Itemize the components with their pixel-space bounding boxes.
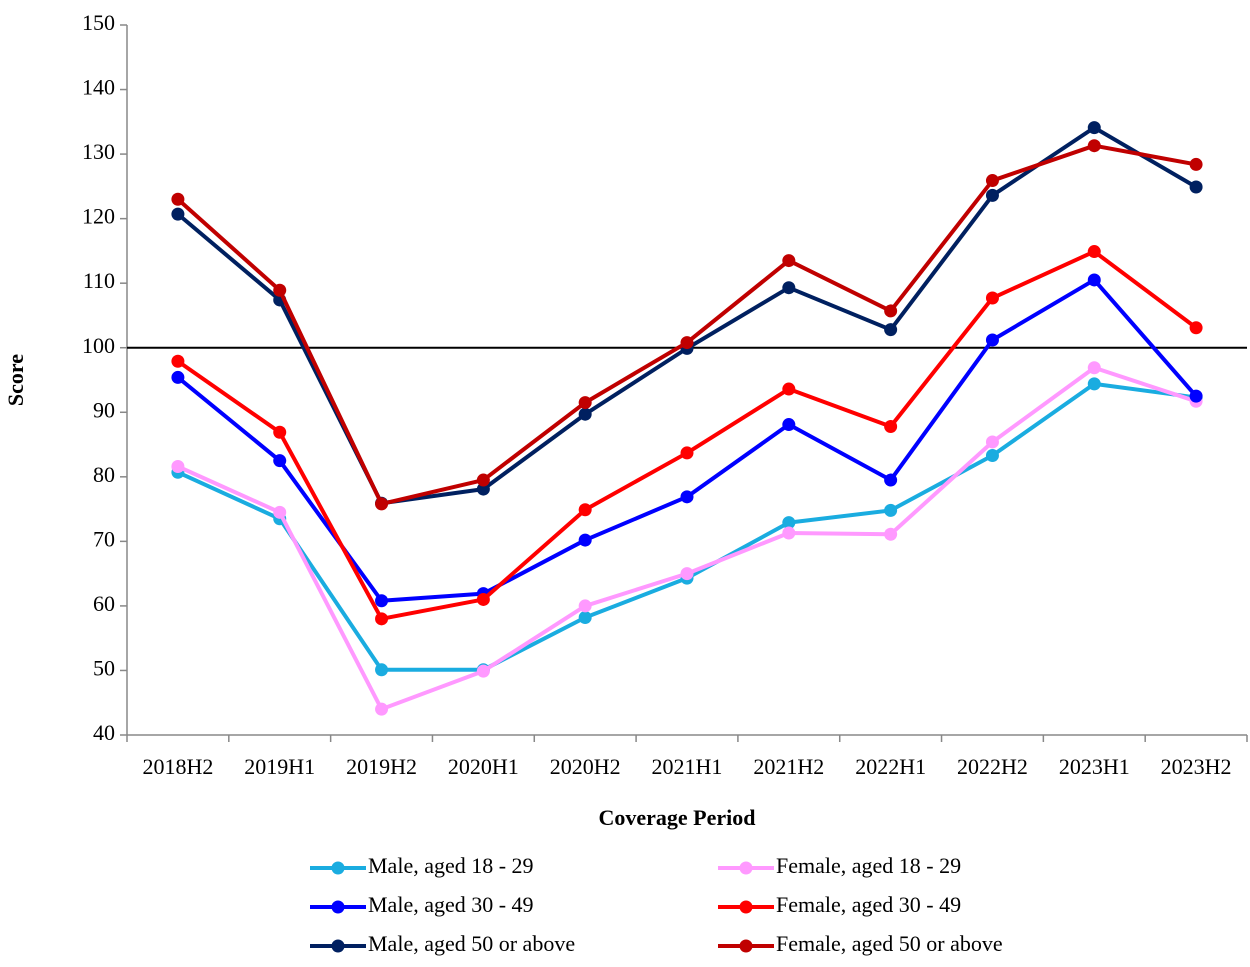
data-point <box>171 192 185 206</box>
x-tick-label: 2021H1 <box>652 754 723 779</box>
x-axis-title: Coverage Period <box>599 805 756 830</box>
y-tick-label: 60 <box>93 591 115 616</box>
data-point <box>375 594 389 608</box>
data-point <box>171 370 185 384</box>
data-point <box>578 503 592 517</box>
legend-label: Female, aged 18 - 29 <box>776 853 961 878</box>
data-point <box>680 567 694 581</box>
data-point <box>1087 361 1101 375</box>
data-point <box>782 418 796 432</box>
data-point <box>171 354 185 368</box>
y-tick-label: 140 <box>82 75 115 100</box>
data-point <box>578 533 592 547</box>
x-tick-label: 2020H2 <box>550 754 621 779</box>
data-point <box>375 663 389 677</box>
data-point <box>1087 273 1101 287</box>
x-tick-label: 2022H2 <box>957 754 1028 779</box>
data-point <box>1189 321 1203 335</box>
data-point <box>884 527 898 541</box>
data-point <box>985 291 999 305</box>
data-point <box>985 188 999 202</box>
legend-marker <box>331 939 345 953</box>
data-point <box>476 482 490 496</box>
series-line <box>176 249 1198 621</box>
data-point <box>273 454 287 468</box>
data-point <box>171 207 185 221</box>
x-tick-label: 2019H1 <box>244 754 315 779</box>
data-point <box>375 702 389 716</box>
data-point <box>578 599 592 613</box>
legend-marker <box>331 900 345 914</box>
data-point <box>476 473 490 487</box>
data-point <box>884 473 898 487</box>
data-point <box>375 497 389 511</box>
legend-marker <box>739 900 753 914</box>
x-tick-label: 2019H2 <box>346 754 417 779</box>
data-point <box>1189 180 1203 194</box>
legend-label: Male, aged 30 - 49 <box>368 892 534 917</box>
x-tick-label: 2021H2 <box>753 754 824 779</box>
data-point <box>1087 139 1101 153</box>
data-point <box>782 516 796 530</box>
y-tick-label: 50 <box>93 656 115 681</box>
y-tick-label: 90 <box>93 397 115 422</box>
y-axis-title: Score <box>3 354 28 406</box>
data-point <box>680 336 694 350</box>
data-point <box>578 396 592 410</box>
data-point <box>782 281 796 295</box>
y-tick-label: 80 <box>93 462 115 487</box>
legend-marker <box>739 861 753 875</box>
data-point <box>273 283 287 297</box>
data-point <box>985 435 999 449</box>
data-point <box>680 446 694 460</box>
legend-marker <box>739 939 753 953</box>
data-point <box>985 449 999 463</box>
data-point <box>884 323 898 337</box>
x-tick-label: 2022H1 <box>855 754 926 779</box>
data-point <box>1189 389 1203 403</box>
legend-label: Male, aged 50 or above <box>368 931 575 956</box>
data-point <box>884 503 898 517</box>
data-point <box>1087 245 1101 259</box>
data-point <box>171 459 185 473</box>
series-line <box>176 277 1198 603</box>
data-point <box>273 425 287 439</box>
y-tick-label: 130 <box>82 139 115 164</box>
data-point <box>1189 157 1203 171</box>
data-point <box>782 382 796 396</box>
x-tick-label: 2018H2 <box>142 754 213 779</box>
y-tick-label: 100 <box>82 333 115 358</box>
x-tick-label: 2023H1 <box>1059 754 1130 779</box>
legend-marker <box>331 861 345 875</box>
data-point <box>578 611 592 625</box>
y-tick-label: 150 <box>82 10 115 35</box>
data-point <box>375 612 389 626</box>
x-tick-label: 2023H2 <box>1161 754 1232 779</box>
data-point <box>1087 377 1101 391</box>
data-point <box>782 526 796 540</box>
y-tick-label: 40 <box>93 720 115 745</box>
data-point <box>985 174 999 188</box>
y-tick-label: 120 <box>82 204 115 229</box>
data-point <box>273 505 287 519</box>
legend-label: Female, aged 30 - 49 <box>776 892 961 917</box>
data-point <box>884 304 898 318</box>
legend-label: Female, aged 50 or above <box>776 931 1003 956</box>
data-point <box>782 254 796 268</box>
data-point <box>985 333 999 347</box>
data-point <box>578 407 592 421</box>
x-tick-label: 2020H1 <box>448 754 519 779</box>
data-point <box>884 419 898 433</box>
y-tick-label: 110 <box>83 268 115 293</box>
data-point <box>476 664 490 678</box>
legend-label: Male, aged 18 - 29 <box>368 853 534 878</box>
data-point <box>476 592 490 606</box>
y-tick-label: 70 <box>93 526 115 551</box>
data-point <box>1087 121 1101 135</box>
data-point <box>680 490 694 504</box>
